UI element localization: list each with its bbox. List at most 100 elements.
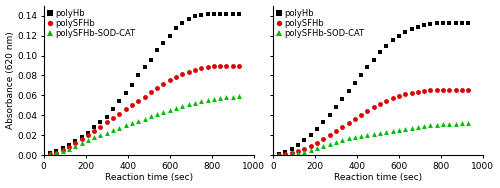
polySFHb-SOD-CAT: [377, 132, 383, 135]
polyHb: [91, 126, 97, 129]
polyHb: [78, 136, 84, 139]
polySFHb: [314, 142, 320, 145]
polySFHb: [173, 76, 179, 79]
polyHb: [85, 132, 91, 135]
X-axis label: Reaction time (sec): Reaction time (sec): [104, 174, 193, 182]
polyHb: [66, 144, 72, 147]
polySFHb-SOD-CAT: [326, 143, 332, 146]
polySFHb: [434, 89, 440, 92]
polySFHb: [320, 138, 326, 141]
polyHb: [384, 44, 390, 47]
polySFHb-SOD-CAT: [98, 134, 103, 136]
polySFHb-SOD-CAT: [364, 134, 370, 136]
polySFHb-SOD-CAT: [110, 129, 116, 132]
polySFHb: [421, 90, 427, 93]
polySFHb-SOD-CAT: [358, 135, 364, 138]
polyHb: [47, 152, 53, 155]
polySFHb-SOD-CAT: [173, 107, 179, 110]
polyHb: [352, 82, 358, 85]
polyHb: [148, 58, 154, 61]
polySFHb: [276, 154, 282, 157]
polySFHb-SOD-CAT: [47, 153, 53, 155]
polySFHb: [428, 89, 434, 92]
polySFHb: [104, 121, 110, 124]
polySFHb-SOD-CAT: [116, 127, 122, 130]
polySFHb-SOD-CAT: [224, 96, 230, 99]
polySFHb: [66, 146, 72, 149]
polySFHb-SOD-CAT: [54, 152, 60, 155]
polyHb: [186, 17, 192, 20]
Line: polySFHb-SOD-CAT: polySFHb-SOD-CAT: [48, 94, 242, 157]
polySFHb: [160, 83, 166, 86]
polyHb: [314, 128, 320, 131]
polyHb: [421, 24, 427, 26]
polySFHb: [116, 113, 122, 116]
polySFHb-SOD-CAT: [446, 123, 452, 126]
polyHb: [72, 140, 78, 143]
polyHb: [204, 12, 210, 15]
polySFHb-SOD-CAT: [320, 145, 326, 148]
polySFHb-SOD-CAT: [415, 126, 421, 129]
polyHb: [333, 106, 339, 109]
polyHb: [446, 21, 452, 24]
polySFHb-SOD-CAT: [148, 115, 154, 118]
polyHb: [408, 27, 414, 30]
polySFHb: [186, 71, 192, 74]
polySFHb-SOD-CAT: [186, 103, 192, 106]
polySFHb: [440, 89, 446, 92]
polyHb: [116, 100, 122, 103]
polySFHb-SOD-CAT: [465, 122, 471, 125]
polyHb: [346, 90, 352, 93]
polySFHb-SOD-CAT: [452, 123, 458, 126]
polySFHb-SOD-CAT: [160, 111, 166, 114]
polySFHb: [85, 134, 91, 136]
polyHb: [308, 134, 314, 136]
polySFHb: [308, 145, 314, 148]
polySFHb-SOD-CAT: [166, 109, 172, 112]
polyHb: [142, 66, 148, 69]
polySFHb: [236, 64, 242, 67]
polyHb: [390, 38, 396, 41]
polySFHb: [295, 150, 301, 152]
polyHb: [236, 12, 242, 15]
polySFHb-SOD-CAT: [60, 150, 66, 152]
polyHb: [224, 12, 230, 15]
polySFHb: [346, 122, 352, 125]
polyHb: [339, 98, 345, 101]
polyHb: [160, 41, 166, 44]
polySFHb-SOD-CAT: [72, 145, 78, 148]
polyHb: [402, 30, 408, 33]
Line: polySFHb: polySFHb: [277, 88, 470, 158]
polySFHb: [390, 97, 396, 100]
polyHb: [211, 12, 217, 15]
polyHb: [452, 21, 458, 24]
polyHb: [282, 151, 288, 154]
polySFHb: [384, 100, 390, 103]
X-axis label: Reaction time (sec): Reaction time (sec): [334, 174, 422, 182]
polySFHb-SOD-CAT: [204, 99, 210, 102]
polyHb: [217, 12, 223, 15]
polySFHb-SOD-CAT: [91, 136, 97, 139]
polyHb: [180, 21, 186, 24]
polyHb: [415, 25, 421, 28]
Legend: polyHb, polySFHb, polySFHb-SOD-CAT: polyHb, polySFHb, polySFHb-SOD-CAT: [276, 8, 366, 39]
polySFHb: [60, 149, 66, 152]
polySFHb: [129, 104, 135, 107]
polySFHb-SOD-CAT: [440, 123, 446, 126]
polySFHb-SOD-CAT: [122, 124, 128, 127]
polySFHb-SOD-CAT: [276, 154, 282, 157]
polyHb: [465, 21, 471, 24]
polyHb: [110, 108, 116, 111]
polyHb: [377, 50, 383, 53]
polySFHb: [166, 79, 172, 82]
polyHb: [459, 21, 465, 24]
polyHb: [98, 121, 103, 124]
polySFHb: [415, 91, 421, 94]
polySFHb-SOD-CAT: [180, 105, 186, 108]
polySFHb: [110, 117, 116, 120]
polySFHb: [154, 87, 160, 90]
polySFHb-SOD-CAT: [402, 128, 408, 131]
polySFHb: [230, 64, 236, 67]
polySFHb: [91, 130, 97, 133]
polyHb: [104, 116, 110, 119]
